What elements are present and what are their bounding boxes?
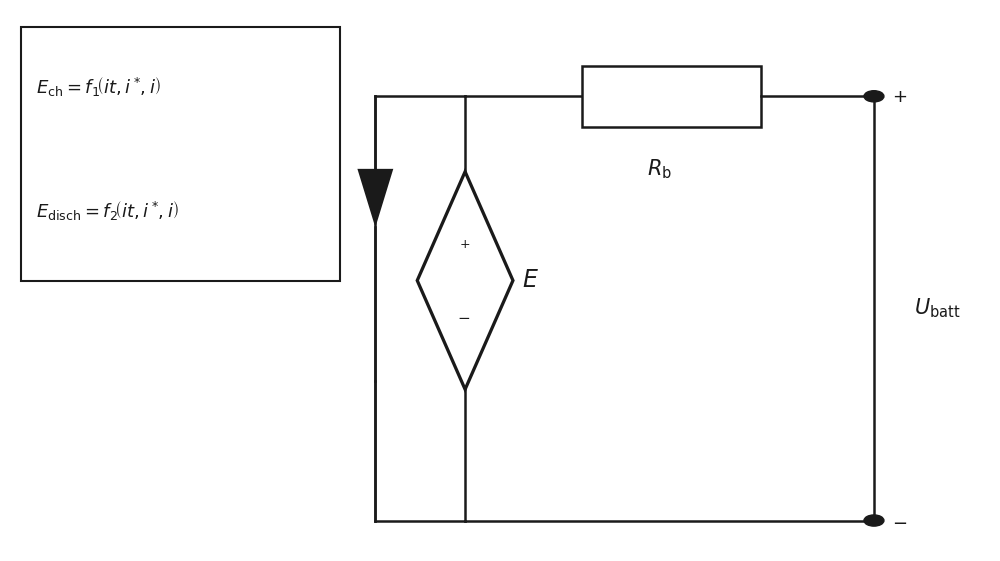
Text: $+$: $+$ <box>892 89 907 107</box>
Text: $U_{\mathrm{batt}}$: $U_{\mathrm{batt}}$ <box>914 297 960 320</box>
Text: $E$: $E$ <box>522 269 539 292</box>
Text: $E_{\mathrm{disch}}=f_2\!\left(it,i^*\!,i\right)$: $E_{\mathrm{disch}}=f_2\!\left(it,i^*\!,… <box>36 200 179 223</box>
Polygon shape <box>417 172 513 389</box>
Circle shape <box>864 515 884 526</box>
Text: $+$: $+$ <box>459 238 471 251</box>
Text: $-$: $-$ <box>892 513 907 531</box>
Text: $E_{\mathrm{ch}}=f_1\!\left(it,i^*\!,i\right)$: $E_{\mathrm{ch}}=f_1\!\left(it,i^*\!,i\r… <box>36 76 161 99</box>
Bar <box>582 66 761 127</box>
Text: $-$: $-$ <box>457 310 470 324</box>
Text: $R_{\mathrm{b}}$: $R_{\mathrm{b}}$ <box>647 157 672 181</box>
Bar <box>21 26 340 280</box>
Circle shape <box>864 91 884 102</box>
Polygon shape <box>357 169 393 227</box>
